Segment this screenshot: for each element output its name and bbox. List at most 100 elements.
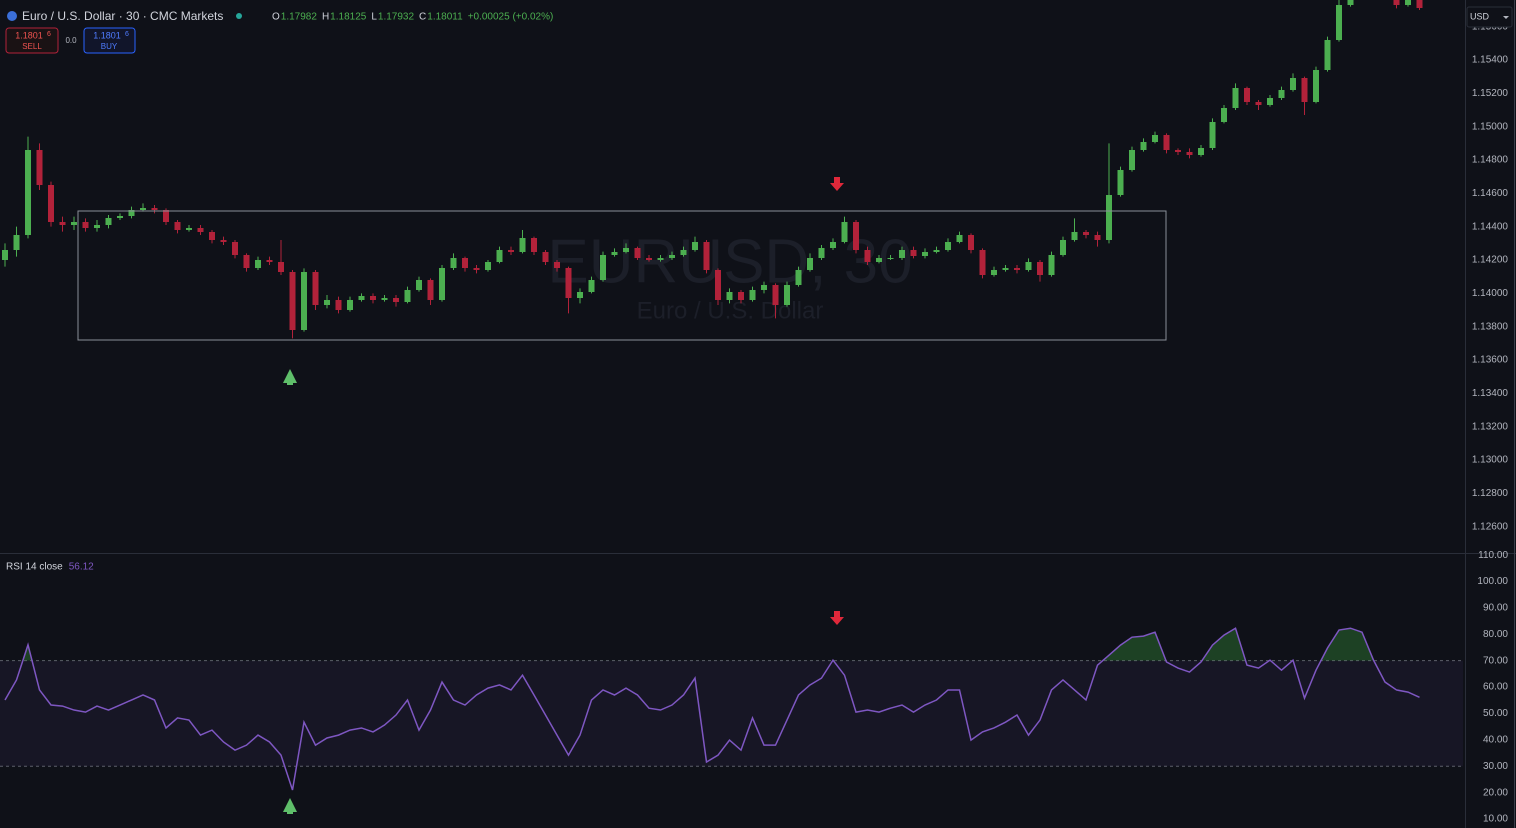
- y-tick-label: 1.13800: [1472, 321, 1509, 332]
- candle-body: [220, 240, 227, 242]
- sell-arrow: [830, 177, 844, 191]
- candle-body: [427, 280, 434, 300]
- ohlc-value: 1.18011: [427, 12, 463, 23]
- candle-body: [48, 185, 54, 222]
- rsi-title: RSI 14 close: [6, 562, 63, 573]
- candle-body: [853, 222, 859, 250]
- buy-button[interactable]: [83, 27, 136, 54]
- candle-body: [749, 290, 756, 300]
- candle-body: [324, 300, 330, 305]
- candle-body: [1037, 262, 1043, 275]
- candle-body: [968, 235, 974, 250]
- status-dot: [236, 13, 242, 19]
- y-tick-label: 50.00: [1483, 708, 1508, 719]
- rsi-legend-value: 56.12: [69, 562, 94, 573]
- candle-body: [1347, 0, 1354, 5]
- axes: 1.12600 1.12800 1.13000 1.13200 1.13400 1.136…: [1472, 21, 1509, 824]
- candle-body: [922, 252, 928, 256]
- y-tick-label: 90.00: [1483, 603, 1508, 614]
- candle-body: [818, 248, 825, 258]
- rsi-pane: [0, 627, 1463, 791]
- candle-body: [669, 255, 675, 258]
- candle-body: [117, 216, 123, 218]
- y-tick-label: 1.13400: [1472, 388, 1509, 399]
- candle-body: [554, 262, 560, 268]
- candle-body: [1071, 232, 1078, 240]
- candle-body: [508, 250, 514, 252]
- candle-body: [1405, 0, 1411, 5]
- candle-body: [347, 300, 353, 310]
- candle-body: [1048, 255, 1055, 275]
- y-tick-label: 70.00: [1483, 655, 1508, 666]
- buy-pip: 6: [125, 31, 129, 38]
- y-tick-label: 1.13200: [1472, 421, 1509, 432]
- candle-body: [680, 250, 687, 255]
- candle-body: [1336, 5, 1342, 40]
- candle-body: [726, 292, 733, 300]
- candle-body: [600, 255, 606, 280]
- candle-body: [611, 252, 618, 255]
- dropdown-caret: [1503, 16, 1509, 19]
- candle-body: [1014, 268, 1020, 270]
- candle-body: [94, 225, 100, 228]
- candle-body: [186, 228, 192, 230]
- candle-body: [761, 285, 767, 290]
- currency-selector[interactable]: [1466, 6, 1513, 28]
- candle-body: [519, 238, 526, 252]
- candle-body: [1175, 150, 1181, 152]
- candle-body: [945, 242, 951, 250]
- ohlc-label: L: [371, 12, 377, 23]
- candle-body: [358, 296, 365, 300]
- candle-body: [1324, 40, 1331, 70]
- candle-body: [404, 290, 411, 302]
- candle-body: [1163, 135, 1170, 150]
- candle-body: [2, 250, 8, 260]
- candle-body: [1186, 152, 1193, 155]
- candle-body: [439, 268, 445, 300]
- spread: 0.0: [65, 36, 77, 45]
- candle-body: [1129, 150, 1135, 170]
- candle-body: [301, 272, 307, 330]
- candle-body: [956, 235, 963, 242]
- candle-body: [243, 255, 250, 268]
- candle-body: [841, 222, 848, 242]
- y-tick-label: 1.14400: [1472, 221, 1509, 232]
- candle-body: [278, 262, 284, 272]
- candle-body: [1301, 78, 1308, 102]
- candle-body: [1244, 88, 1250, 102]
- candle-body: [864, 250, 871, 262]
- candle-body: [703, 242, 710, 270]
- rsi-band-fill: [0, 660, 1463, 767]
- y-tick-label: 20.00: [1483, 787, 1508, 798]
- sell-button[interactable]: [5, 27, 59, 54]
- candle-body: [1106, 195, 1112, 240]
- candle-body: [140, 208, 146, 210]
- candle-body: [1152, 135, 1158, 142]
- candle-body: [266, 260, 273, 262]
- candle-body: [1060, 240, 1066, 255]
- candle-body: [634, 248, 641, 258]
- y-tick-label: 1.15200: [1472, 88, 1509, 99]
- candle-body: [1209, 122, 1216, 148]
- buy-label: BUY: [101, 42, 118, 51]
- ohlc-value: 1.18125: [330, 12, 367, 23]
- candle-body: [13, 235, 20, 250]
- candle-body: [1094, 235, 1101, 240]
- candle-body: [887, 258, 894, 259]
- watermark: EURUSD, 30: [547, 227, 912, 296]
- buy-arrow: [283, 798, 297, 814]
- sell-pip: 6: [47, 31, 51, 38]
- symbol-icon: [7, 11, 17, 21]
- candle-body: [1117, 170, 1124, 195]
- candle-body: [646, 258, 652, 260]
- ohlc-value: 1.17982: [281, 12, 318, 23]
- candle-body: [289, 272, 296, 330]
- candle-body: [772, 285, 779, 305]
- overbought-fill: [22, 628, 1374, 661]
- candle-body: [485, 262, 491, 270]
- candle-body: [795, 270, 802, 285]
- candle-body: [657, 258, 664, 260]
- price-pane: [2, 0, 1423, 339]
- y-tick-label: 1.12600: [1472, 521, 1509, 532]
